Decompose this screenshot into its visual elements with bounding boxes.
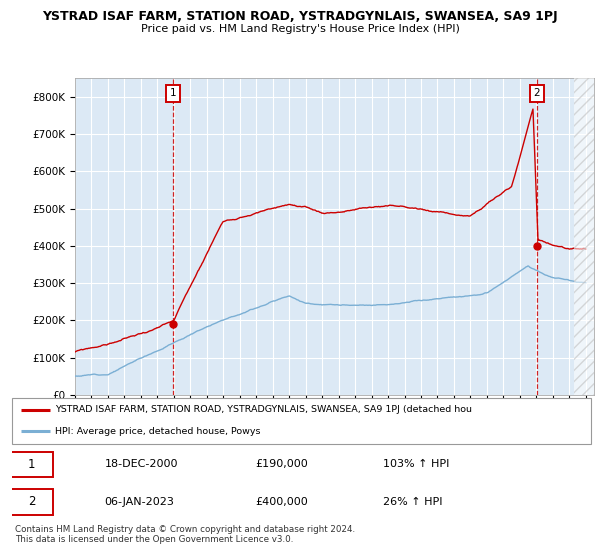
Text: Contains HM Land Registry data © Crown copyright and database right 2024.
This d: Contains HM Land Registry data © Crown c… bbox=[15, 525, 355, 544]
Text: 2: 2 bbox=[28, 496, 35, 508]
Text: Price paid vs. HM Land Registry's House Price Index (HPI): Price paid vs. HM Land Registry's House … bbox=[140, 24, 460, 34]
Text: 1: 1 bbox=[170, 88, 176, 99]
Text: 2: 2 bbox=[533, 88, 540, 99]
Text: 103% ↑ HPI: 103% ↑ HPI bbox=[383, 459, 449, 469]
FancyBboxPatch shape bbox=[11, 489, 53, 515]
Text: 26% ↑ HPI: 26% ↑ HPI bbox=[383, 497, 442, 507]
Bar bbox=[574, 78, 600, 395]
Text: £190,000: £190,000 bbox=[255, 459, 308, 469]
Text: 06-JAN-2023: 06-JAN-2023 bbox=[104, 497, 175, 507]
Text: 18-DEC-2000: 18-DEC-2000 bbox=[104, 459, 178, 469]
Text: YSTRAD ISAF FARM, STATION ROAD, YSTRADGYNLAIS, SWANSEA, SA9 1PJ (detached hou: YSTRAD ISAF FARM, STATION ROAD, YSTRADGY… bbox=[55, 405, 472, 414]
Text: YSTRAD ISAF FARM, STATION ROAD, YSTRADGYNLAIS, SWANSEA, SA9 1PJ: YSTRAD ISAF FARM, STATION ROAD, YSTRADGY… bbox=[42, 10, 558, 23]
Text: £400,000: £400,000 bbox=[255, 497, 308, 507]
FancyBboxPatch shape bbox=[11, 451, 53, 477]
FancyBboxPatch shape bbox=[12, 398, 591, 444]
Text: HPI: Average price, detached house, Powys: HPI: Average price, detached house, Powy… bbox=[55, 427, 261, 436]
Text: 1: 1 bbox=[28, 458, 35, 470]
